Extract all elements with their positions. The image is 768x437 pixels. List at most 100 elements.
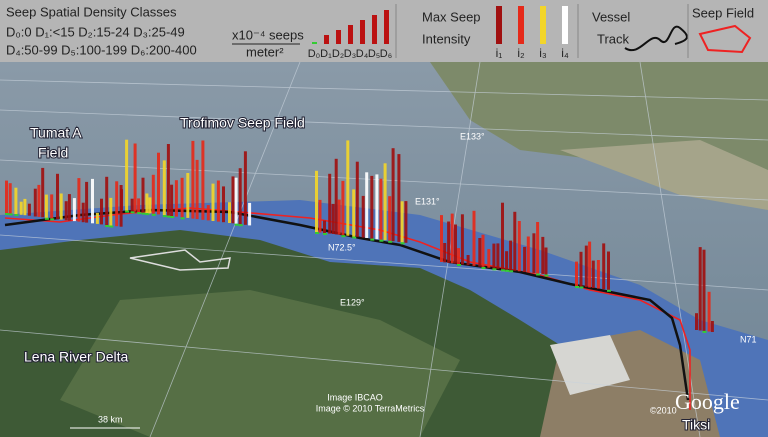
seep-bar (383, 163, 387, 241)
vessel-icon (129, 249, 231, 271)
seep-bar (400, 201, 404, 243)
legend-title: Intensity (422, 31, 471, 46)
seep-bar (170, 184, 174, 216)
graticule-line (0, 109, 768, 141)
seep-dot (607, 289, 611, 292)
seep-bar (509, 240, 513, 271)
legend-title: Track (597, 31, 630, 46)
legend-bar (384, 10, 389, 44)
seep-bar (404, 201, 408, 243)
seep-bar (148, 197, 152, 214)
seep-bar (64, 201, 68, 221)
seep-bar (602, 243, 606, 290)
seep-bar (328, 173, 332, 234)
seep-bar (346, 140, 350, 236)
seep-dot (323, 233, 327, 235)
imagery-credit: Image IBCAO (327, 392, 383, 402)
seep-dot (109, 225, 114, 228)
seep-bar (707, 291, 711, 332)
seep-dot (457, 264, 461, 266)
copyright: ©2010 (650, 405, 677, 415)
legend-bar (540, 6, 546, 44)
seep-bar (186, 173, 190, 218)
seep-bar (397, 154, 401, 242)
legend-bar (372, 15, 377, 44)
seep-bar (105, 176, 109, 226)
density-classes: D₀:0 D₁:<15 D₂:15-24 D₃:25-49 (6, 24, 185, 39)
coordinate-label: E129° (340, 297, 365, 307)
seep-dot (492, 268, 497, 271)
seep-dot (536, 273, 541, 276)
seep-dot (234, 223, 239, 226)
legend-title: Vessel (592, 9, 630, 24)
seep-bar (447, 221, 451, 263)
seep-bar (607, 251, 610, 290)
legend-bar-label: D₂ (332, 48, 344, 60)
seep-dot (105, 225, 110, 227)
seep-bar (361, 195, 365, 238)
legend-bar (336, 30, 341, 44)
legend-bar-label: D₅ (368, 48, 380, 60)
seep-bar (191, 140, 195, 219)
seep-bar (513, 211, 517, 271)
legend-bar (324, 35, 329, 44)
seep-bar (541, 236, 545, 275)
seep-bar (231, 176, 235, 224)
legend-bar (518, 6, 524, 44)
seep-dot (400, 242, 405, 245)
seep-bar (352, 189, 356, 237)
google-logo: Google (675, 389, 740, 414)
seep-bar (579, 251, 583, 287)
legend-bar-label: i₁ (496, 46, 503, 60)
seep-dot (166, 215, 171, 218)
legend-bar-label: i₃ (539, 46, 547, 60)
density-classes: D₄:50-99 D₅:100-199 D₆:200-400 (6, 42, 197, 57)
seep-bar (375, 174, 379, 240)
seep-dot (575, 286, 579, 288)
seep-bar (8, 183, 12, 214)
legend-title: Seep Field (692, 5, 754, 20)
seep-bar (201, 140, 205, 220)
vessel-track-symbol (624, 25, 688, 52)
seep-bar (460, 214, 464, 265)
seep-bar (365, 172, 369, 238)
legend-bar-label: D₆ (380, 48, 392, 60)
seep-dot (44, 217, 49, 220)
seep-bar (77, 178, 81, 222)
seep-bar (130, 198, 134, 212)
legend-bar (562, 6, 568, 44)
seep-bar (536, 222, 540, 274)
seep-bar (44, 194, 48, 218)
seep-field-symbol (698, 24, 752, 54)
seep-bar (27, 203, 31, 216)
legend-title: Max Seep (422, 9, 481, 24)
legend-bar-label: i₄ (561, 46, 569, 60)
seep-bar (457, 248, 460, 265)
seep-bar (145, 193, 149, 214)
seep-bar (115, 181, 119, 227)
seep-dot (579, 286, 584, 289)
seep-bar (501, 202, 504, 270)
seep-bar (575, 261, 578, 286)
seep-dot (5, 213, 9, 215)
seep-bar (133, 143, 137, 212)
seep-bar (591, 260, 595, 288)
map-label: Tiksi (682, 417, 710, 433)
seep-dot (141, 212, 146, 215)
coordinate-label: N71 (740, 334, 757, 344)
northern-land-light (560, 140, 768, 210)
seep-dot (14, 214, 19, 217)
legend-bar (360, 20, 365, 44)
map-label: Trofimov Seep Field (180, 115, 305, 131)
seep-bar (19, 201, 23, 215)
seep-bar (532, 233, 536, 274)
graticule-line (0, 79, 768, 101)
seep-bar (331, 203, 335, 234)
seep-bar (157, 152, 160, 215)
seep-bar (59, 193, 63, 220)
seep-bar (695, 313, 698, 330)
graticule-line (149, 61, 301, 437)
seep-bar (67, 194, 71, 221)
seep-bar (584, 245, 588, 288)
seep-bar (487, 249, 491, 268)
